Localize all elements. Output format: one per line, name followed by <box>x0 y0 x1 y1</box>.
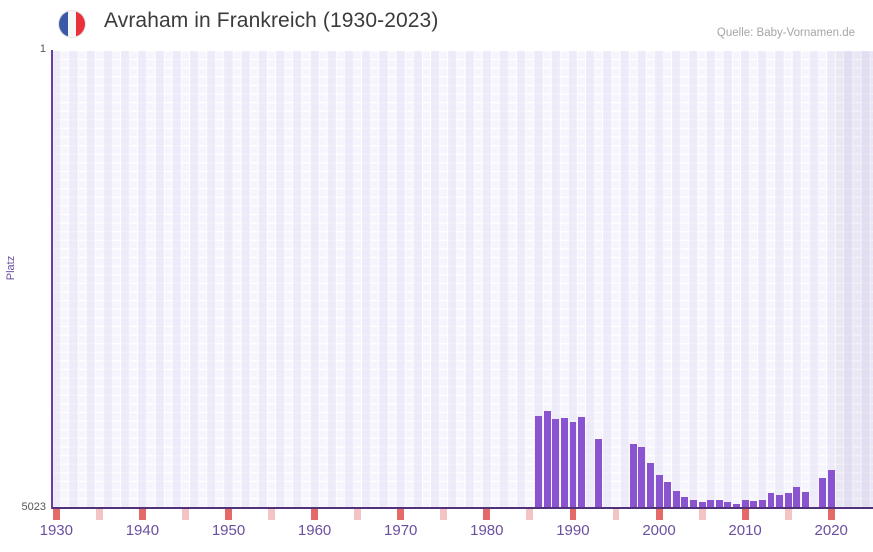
x-tick-label-1980: 1980 <box>470 522 504 539</box>
x-axis-line <box>52 507 873 509</box>
source-label: Quelle: Baby-Vornamen.de <box>716 27 855 39</box>
x-tick-mark-1970 <box>397 509 405 520</box>
bar-1993 <box>595 439 603 508</box>
bar-1998 <box>638 446 646 508</box>
bar-2010 <box>741 499 749 508</box>
x-tick-mark-1980 <box>483 509 491 520</box>
bar-1988 <box>552 418 560 508</box>
x-tick-mark-1960 <box>311 509 319 520</box>
x-tick-mark-2015 <box>784 509 792 520</box>
y-axis-line <box>51 50 53 509</box>
bar-2009 <box>733 503 740 508</box>
bar-2015 <box>784 493 792 508</box>
x-tick-mark-2005 <box>698 509 706 520</box>
bar-2002 <box>672 491 680 508</box>
bar-1999 <box>646 463 654 508</box>
page-title: Avraham in Frankreich (1930-2023) <box>104 9 439 32</box>
y-axis-bottom-label: 5023 <box>21 501 46 513</box>
bar-2008 <box>724 501 732 508</box>
x-tick-label-1930: 1930 <box>39 522 73 539</box>
bar-2004 <box>690 500 697 508</box>
x-tick-mark-1935 <box>95 509 103 520</box>
x-tick-mark-1940 <box>139 509 146 520</box>
bar-2020 <box>827 469 835 508</box>
x-tick-mark-1950 <box>225 509 232 520</box>
france-flag-icon <box>58 10 86 38</box>
x-tick-mark-1945 <box>182 509 189 520</box>
bar-2011 <box>750 500 758 508</box>
x-tick-label-2020: 2020 <box>814 522 848 539</box>
y-axis-title: Platz <box>5 255 17 281</box>
bar-1986 <box>535 416 542 508</box>
x-tick-mark-1985 <box>526 509 534 520</box>
chart-header: Avraham in Frankreich (1930-2023) Quelle… <box>0 0 873 48</box>
x-tick-label-1970: 1970 <box>384 522 418 539</box>
x-tick-mark-1975 <box>440 509 448 520</box>
bar-2017 <box>801 491 809 508</box>
plot-area <box>52 51 873 508</box>
grid-column-tint <box>52 51 873 508</box>
x-tick-mark-1995 <box>612 509 620 520</box>
bar-2006 <box>707 500 715 508</box>
bar-2016 <box>793 486 801 508</box>
bar-2019 <box>819 477 827 508</box>
bar-2000 <box>655 474 663 508</box>
x-tick-mark-2010 <box>741 509 749 520</box>
bar-1990 <box>569 422 577 508</box>
bar-2005 <box>698 501 706 508</box>
bar-1989 <box>560 417 568 508</box>
x-tick-label-1950: 1950 <box>211 522 246 539</box>
bar-1991 <box>578 416 586 508</box>
y-axis-top-label: 1 <box>39 43 46 55</box>
x-tick-label-1990: 1990 <box>556 522 590 539</box>
x-tick-label-2000: 2000 <box>642 522 676 539</box>
bar-2014 <box>776 495 784 508</box>
x-tick-mark-1990 <box>569 509 577 520</box>
x-tick-label-1960: 1960 <box>297 522 332 539</box>
x-tick-label-2010: 2010 <box>728 522 762 539</box>
x-tick-label-1940: 1940 <box>125 522 160 539</box>
bar-2012 <box>758 499 766 508</box>
bar-1987 <box>543 410 551 508</box>
x-tick-mark-2000 <box>655 509 663 520</box>
bar-1997 <box>629 444 637 508</box>
x-tick-mark-1965 <box>354 509 362 520</box>
bar-2003 <box>681 496 689 508</box>
bar-2013 <box>767 492 775 508</box>
x-tick-mark-1955 <box>268 509 276 520</box>
bar-2001 <box>664 482 672 508</box>
bar-2007 <box>715 500 723 508</box>
x-tick-mark-1930 <box>52 509 60 520</box>
x-tick-mark-2020 <box>827 509 835 520</box>
